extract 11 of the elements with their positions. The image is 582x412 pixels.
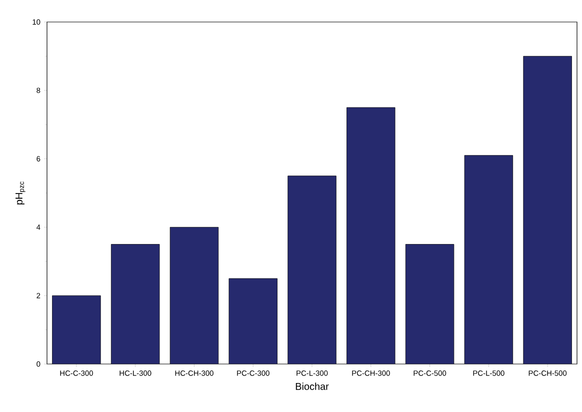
bar xyxy=(170,227,218,364)
y-axis-title: pH$_{pzc}$ xyxy=(16,182,26,204)
bar xyxy=(346,107,396,364)
bar xyxy=(288,176,336,364)
bar xyxy=(52,296,101,364)
bar xyxy=(406,244,454,364)
bar xyxy=(111,244,160,364)
bar xyxy=(523,56,572,364)
x-axis-title: Biochar xyxy=(296,382,329,390)
bar xyxy=(228,278,278,364)
bar xyxy=(464,155,513,364)
